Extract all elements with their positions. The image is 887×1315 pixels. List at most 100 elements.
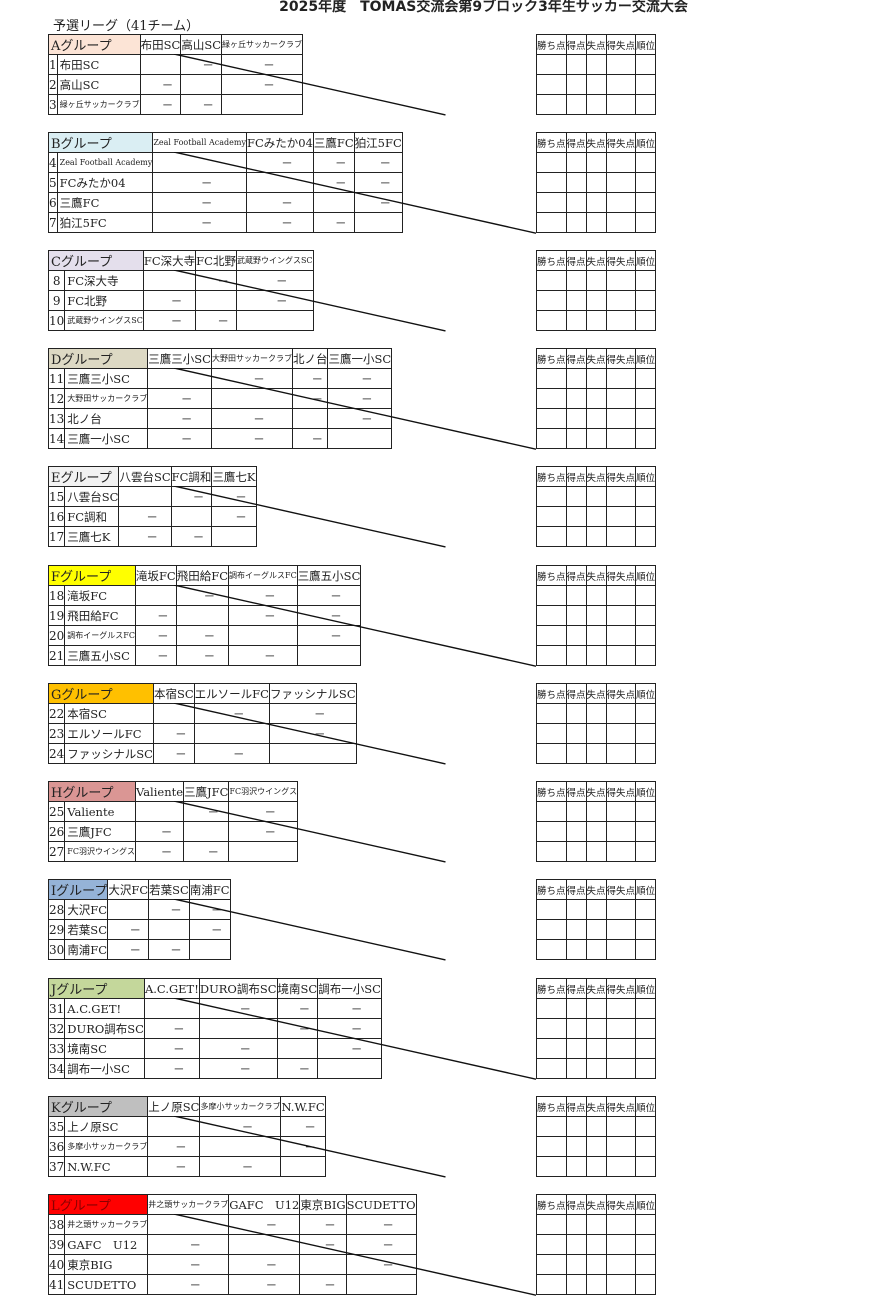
standings-cell[interactable] [565,1136,587,1157]
standings-cell[interactable] [605,1156,637,1177]
match-result-cell[interactable]: － [228,801,299,822]
standings-cell[interactable] [635,506,657,527]
standings-cell[interactable] [635,939,657,960]
match-result-cell[interactable]: － [170,526,213,547]
standings-cell[interactable] [536,1214,567,1235]
standings-cell[interactable] [635,743,657,764]
standings-cell[interactable] [565,428,587,449]
match-result-cell[interactable]: － [147,1156,201,1177]
standings-cell[interactable] [536,270,567,291]
match-result-cell[interactable]: － [175,645,230,666]
standings-cell[interactable] [536,1136,567,1157]
standings-cell[interactable] [635,270,657,291]
standings-cell[interactable] [585,919,607,940]
standings-cell[interactable] [605,192,637,213]
standings-cell[interactable] [585,526,607,547]
standings-cell[interactable] [635,1156,657,1177]
standings-cell[interactable] [536,54,567,75]
standings-cell[interactable] [585,1214,607,1235]
standings-cell[interactable] [585,1136,607,1157]
standings-cell[interactable] [585,939,607,960]
match-result-cell[interactable]: － [139,94,182,115]
match-result-cell[interactable]: － [228,1254,301,1275]
standings-cell[interactable] [536,1274,567,1295]
match-result-cell[interactable]: － [299,1214,347,1235]
standings-cell[interactable] [635,290,657,311]
standings-cell[interactable] [635,899,657,920]
standings-cell[interactable] [605,1058,637,1079]
standings-cell[interactable] [635,388,657,409]
standings-cell[interactable] [565,939,587,960]
standings-cell[interactable] [585,270,607,291]
standings-cell[interactable] [565,270,587,291]
match-result-cell[interactable]: － [280,1116,326,1137]
match-result-cell[interactable]: － [152,212,247,233]
standings-cell[interactable] [605,408,637,429]
standings-cell[interactable] [635,585,657,606]
match-result-cell[interactable]: － [353,152,403,173]
standings-cell[interactable] [565,1156,587,1177]
match-result-cell[interactable]: － [228,821,299,842]
standings-cell[interactable] [565,212,587,233]
standings-cell[interactable] [585,506,607,527]
standings-cell[interactable] [536,939,567,960]
standings-cell[interactable] [605,506,637,527]
standings-cell[interactable] [585,998,607,1019]
match-result-cell[interactable]: － [353,192,403,213]
match-result-cell[interactable]: － [147,1136,201,1157]
match-result-cell[interactable]: － [228,645,298,666]
standings-cell[interactable] [585,368,607,389]
standings-cell[interactable] [605,585,637,606]
standings-cell[interactable] [585,290,607,311]
match-result-cell[interactable]: － [211,486,257,507]
match-result-cell[interactable]: － [280,1136,326,1157]
standings-cell[interactable] [635,645,657,666]
standings-cell[interactable] [605,919,637,940]
match-result-cell[interactable]: － [199,1156,282,1177]
standings-cell[interactable] [565,723,587,744]
match-result-cell[interactable]: － [147,1234,230,1255]
standings-cell[interactable] [635,1018,657,1039]
standings-cell[interactable] [585,605,607,626]
standings-cell[interactable] [565,1254,587,1275]
match-result-cell[interactable]: － [327,368,393,389]
standings-cell[interactable] [585,723,607,744]
standings-cell[interactable] [585,1116,607,1137]
standings-cell[interactable] [585,94,607,115]
match-result-cell[interactable]: － [142,290,197,311]
standings-cell[interactable] [585,801,607,822]
standings-cell[interactable] [565,743,587,764]
match-result-cell[interactable]: － [193,743,270,764]
standings-cell[interactable] [565,703,587,724]
standings-cell[interactable] [605,74,637,95]
standings-cell[interactable] [565,919,587,940]
match-result-cell[interactable]: － [107,939,150,960]
match-result-cell[interactable]: － [276,1018,319,1039]
match-result-cell[interactable]: － [228,605,298,626]
match-result-cell[interactable]: － [245,152,314,173]
standings-cell[interactable] [605,899,637,920]
standings-cell[interactable] [585,486,607,507]
standings-cell[interactable] [565,1018,587,1039]
standings-cell[interactable] [605,1234,637,1255]
standings-cell[interactable] [565,841,587,862]
standings-cell[interactable] [565,290,587,311]
match-result-cell[interactable]: － [152,192,247,213]
standings-cell[interactable] [605,54,637,75]
standings-cell[interactable] [635,1234,657,1255]
standings-cell[interactable] [585,152,607,173]
standings-cell[interactable] [605,645,637,666]
match-result-cell[interactable]: － [245,192,314,213]
standings-cell[interactable] [605,625,637,646]
standings-cell[interactable] [635,1214,657,1235]
match-result-cell[interactable]: － [312,172,355,193]
standings-cell[interactable] [635,54,657,75]
standings-cell[interactable] [536,723,567,744]
standings-cell[interactable] [536,821,567,842]
standings-cell[interactable] [536,192,567,213]
standings-cell[interactable] [605,388,637,409]
match-result-cell[interactable]: － [268,703,357,724]
match-result-cell[interactable]: － [147,428,212,449]
standings-cell[interactable] [536,408,567,429]
match-result-cell[interactable]: － [118,506,172,527]
